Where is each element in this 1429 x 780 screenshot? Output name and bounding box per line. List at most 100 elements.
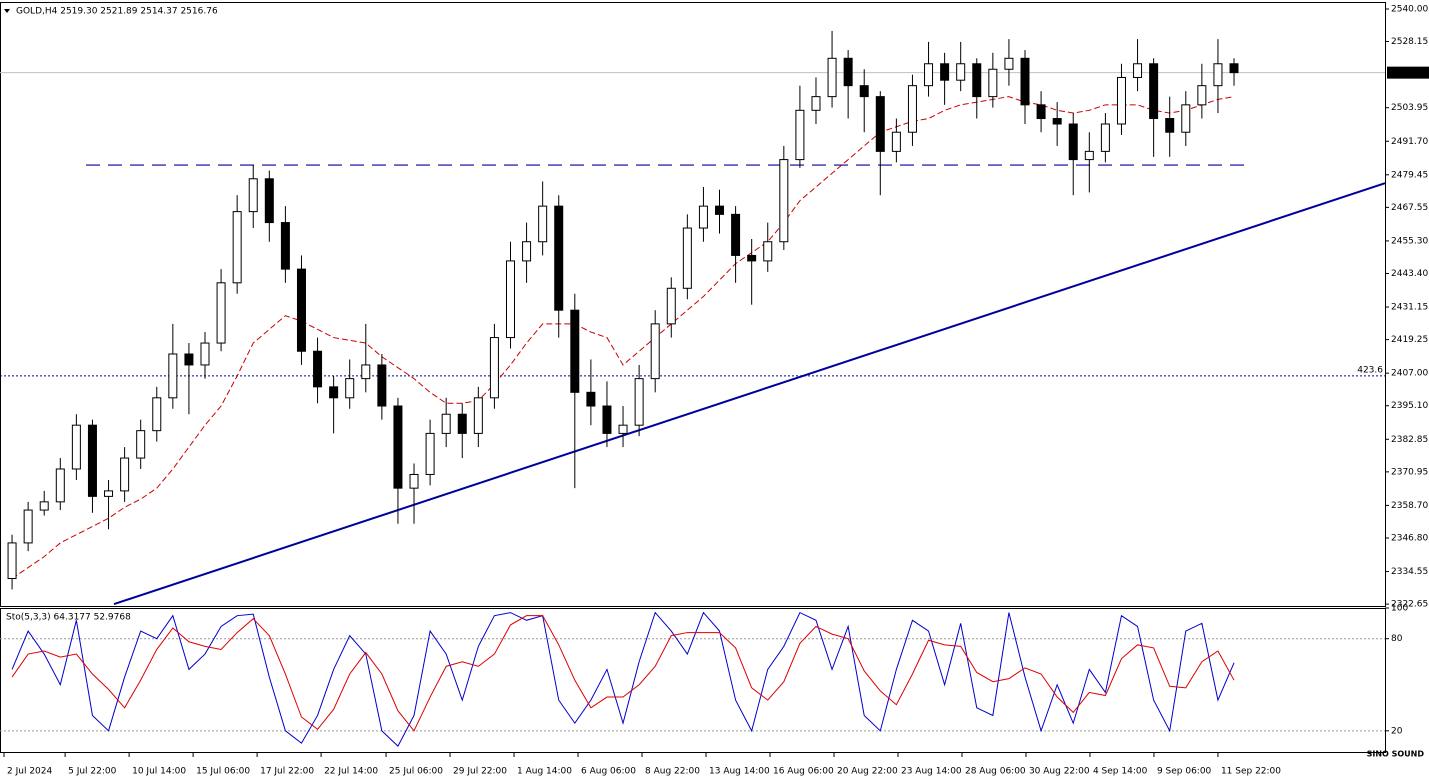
candle-body <box>345 378 355 399</box>
candle-body <box>956 63 966 81</box>
x-tick-label: 16 Aug 06:00 <box>773 767 834 777</box>
candle-body <box>168 353 178 399</box>
y-tick-label: 2358.70 <box>1391 501 1428 511</box>
candle-body <box>505 260 515 339</box>
x-tick-label: 25 Jul 06:00 <box>389 767 443 777</box>
candle-body <box>296 268 306 352</box>
candle-body <box>200 342 210 366</box>
candle-body <box>907 85 917 133</box>
x-tick-label: 1 Aug 14:00 <box>517 767 572 777</box>
stoch-line <box>11 615 1235 732</box>
x-tick-label: 9 Sep 06:00 <box>1157 767 1212 777</box>
candle-body <box>1181 104 1191 133</box>
candle-body <box>1229 63 1239 74</box>
candle-body <box>216 282 226 344</box>
stoch-tick-label: 80 <box>1391 634 1403 644</box>
watermark: SINO SOUND <box>1367 750 1425 759</box>
candle-body <box>1165 118 1175 133</box>
candle-body <box>264 178 274 224</box>
candle-body <box>1116 76 1126 125</box>
candle-body <box>538 205 548 243</box>
candle-body <box>136 430 146 459</box>
y-tick-label: 2455.30 <box>1391 236 1428 246</box>
candle-body <box>522 241 532 262</box>
candle-body <box>570 309 580 393</box>
candle-body <box>715 205 725 215</box>
candle-body <box>1052 118 1062 125</box>
candle-body <box>377 364 387 407</box>
candle-body <box>940 63 950 81</box>
x-tick-label: 23 Aug 14:00 <box>901 767 962 777</box>
y-tick-label: 2503.95 <box>1391 103 1428 113</box>
candle-body <box>1068 123 1078 161</box>
candle-body <box>843 57 853 87</box>
candle-body <box>698 205 708 229</box>
stochastic-panel <box>0 608 1386 753</box>
candle-body <box>1084 150 1094 161</box>
candle-body <box>280 222 290 270</box>
moving-average <box>11 96 1235 579</box>
candle-body <box>55 468 65 503</box>
y-tick-label: 2322.65 <box>1391 600 1428 610</box>
candle-body <box>779 159 789 243</box>
candle-body <box>489 337 499 399</box>
candle-body <box>39 501 49 511</box>
candle-body <box>248 178 258 213</box>
x-tick-label: 10 Jul 14:00 <box>132 767 186 777</box>
candle-body <box>666 287 676 325</box>
x-tick-label: 20 Aug 22:00 <box>837 767 898 777</box>
candle-body <box>313 350 323 388</box>
candle-body <box>1197 85 1207 106</box>
candle-body <box>87 424 97 497</box>
y-tick-label: 2419.25 <box>1391 335 1428 345</box>
candle-body <box>875 96 885 152</box>
y-tick-label: 2407.00 <box>1391 369 1428 379</box>
menu-arrow[interactable] <box>4 9 10 13</box>
x-tick-label: 17 Jul 22:00 <box>260 767 314 777</box>
y-tick-label: 2370.95 <box>1391 467 1428 477</box>
trendline <box>113 182 1385 606</box>
candle-body <box>554 205 564 311</box>
price-tag <box>1387 66 1429 79</box>
candle-body <box>827 57 837 98</box>
candle-body <box>1100 123 1110 152</box>
x-tick-label: 29 Jul 22:00 <box>453 767 507 777</box>
candle-body <box>972 63 982 98</box>
candle-body <box>120 457 130 492</box>
stoch-tick-label: 20 <box>1391 726 1403 736</box>
y-tick-label: 2528.15 <box>1391 37 1428 47</box>
candle-body <box>23 509 33 544</box>
candle-body <box>393 405 403 489</box>
candle-body <box>1020 57 1030 106</box>
y-tick-label: 2431.15 <box>1391 303 1428 313</box>
x-tick-label: 2 Jul 2024 <box>7 767 52 777</box>
candle-body <box>811 96 821 111</box>
y-tick-label: 2540.00 <box>1391 5 1428 15</box>
candle-body <box>361 364 371 380</box>
candle-body <box>441 413 451 434</box>
y-tick-label: 2479.45 <box>1391 170 1428 180</box>
candle-body <box>457 413 467 434</box>
candle-body <box>618 424 628 434</box>
candle-body <box>747 254 757 262</box>
y-tick-label: 2443.40 <box>1391 269 1428 279</box>
candle-body <box>586 391 596 407</box>
candle-body <box>763 241 773 262</box>
candle-body <box>409 473 419 489</box>
candle-body <box>1213 63 1223 87</box>
candle-body <box>1133 63 1143 78</box>
x-tick-label: 30 Aug 22:00 <box>1029 767 1090 777</box>
stoch-line <box>11 611 1235 747</box>
candle-body <box>7 542 17 580</box>
candle-body <box>1149 63 1159 120</box>
price-panel <box>0 2 1386 607</box>
price-plot <box>0 30 1385 606</box>
candle-body <box>988 68 998 98</box>
candle-body <box>859 85 869 98</box>
candle-body <box>71 424 81 470</box>
price-tag-label: 2516.76 <box>1390 68 1427 78</box>
candle-body <box>731 213 741 256</box>
candle-body <box>891 131 901 152</box>
candle-body <box>634 378 644 426</box>
